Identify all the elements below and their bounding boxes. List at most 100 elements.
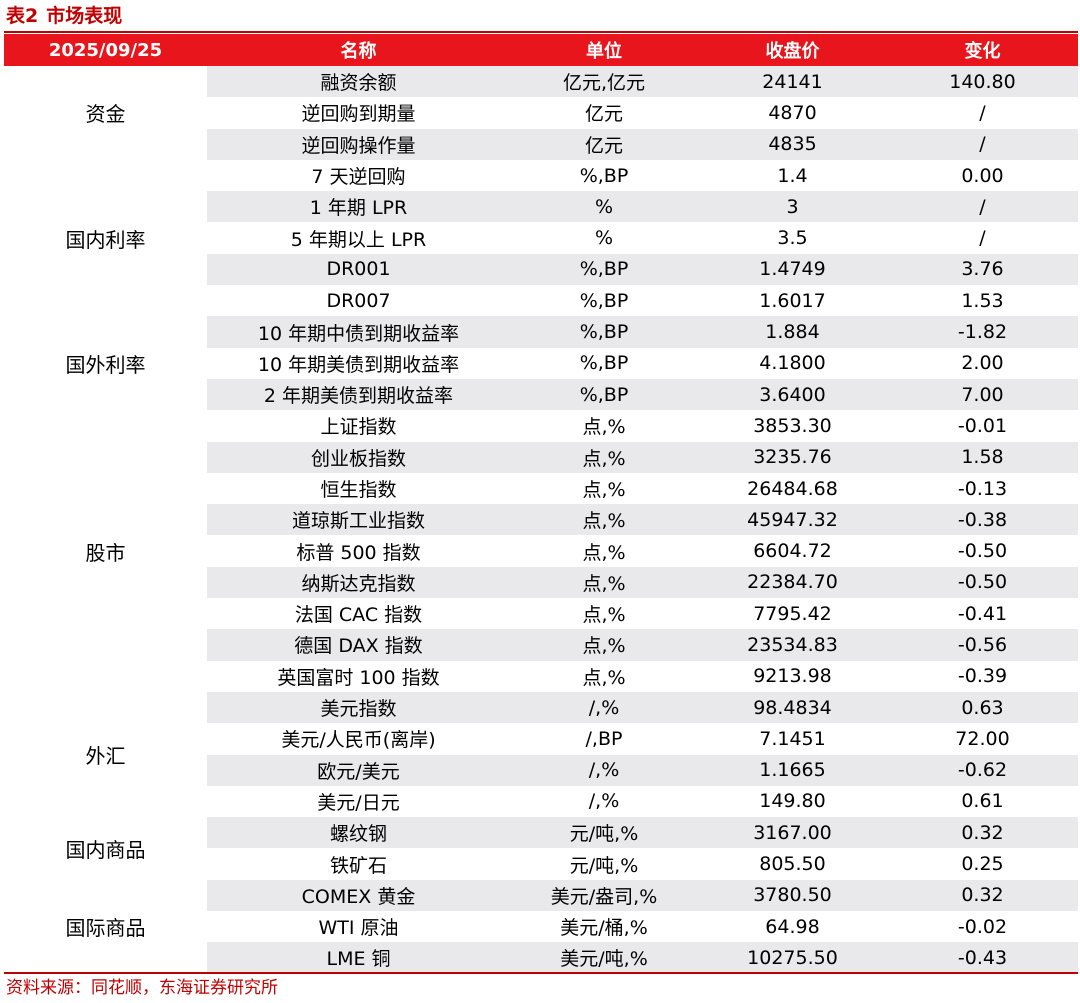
table-row: 欧元/美元/,% 1.1665 -0.62: [4, 754, 1078, 786]
table-row: DR001 %,BP 1.4749 3.76: [4, 253, 1078, 286]
unit-cell: /,BP: [510, 723, 698, 755]
unit-cell: 点,%: [510, 598, 698, 630]
table-body: 资金 融资余额 亿元,亿元 24141 140.80 逆回购到期量 亿元 4870/逆回购操作…: [4, 66, 1078, 974]
unit-cell: 亿元: [510, 128, 698, 160]
close-cell: 3.6400: [698, 378, 887, 411]
category-cell: 资金: [4, 66, 207, 160]
change-cell: -0.50: [887, 566, 1078, 599]
table-title-text: 市场表现: [46, 5, 123, 27]
close-cell: 1.4: [698, 159, 887, 192]
name-cell: LME 铜: [207, 942, 510, 974]
unit-cell: %,BP: [510, 316, 698, 348]
unit-cell: 点,%: [510, 410, 698, 442]
table-row: 股市 上证指数 点,% 3853.30 -0.01: [4, 410, 1078, 692]
close-cell: 4.1800: [698, 347, 887, 379]
category-cell: 国外利率: [4, 316, 207, 411]
close-cell: 98.4834: [698, 691, 887, 724]
name-cell: 道琼斯工业指数: [207, 504, 510, 536]
unit-cell: 元/吨,%: [510, 848, 698, 880]
table-row: 铁矿石 元/吨,% 805.50 0.25: [4, 848, 1078, 880]
change-cell: 72.00: [887, 723, 1078, 755]
name-cell: 10 年期中债到期收益率: [207, 316, 510, 348]
name-cell: 2 年期美债到期收益率: [207, 378, 510, 411]
table-row: WTI 原油 美元/桶,% 64.98 -0.02: [4, 911, 1078, 943]
name-cell: 10 年期美债到期收益率: [207, 347, 510, 379]
table-row: 美元/日元/,% 149.80 0.61: [4, 785, 1078, 818]
unit-cell: 点,%: [510, 660, 698, 692]
close-cell: 7.1451: [698, 723, 887, 755]
name-cell: DR001: [207, 253, 510, 286]
table-row: 资金 融资余额 亿元,亿元 24141 140.80: [4, 66, 1078, 160]
unit-cell: 点,%: [510, 504, 698, 536]
change-cell: 0.00: [887, 159, 1078, 192]
close-cell: 24141: [698, 66, 887, 98]
name-cell: 螺纹钢: [207, 817, 510, 849]
table-row: 美元/人民币(离岸)/,BP 7.1451 72.00: [4, 723, 1078, 755]
table-row: 5 年期以上 LPR% 3.5/: [4, 222, 1078, 254]
unit-cell: 亿元,亿元: [510, 66, 698, 98]
name-cell: 美元/人民币(离岸): [207, 723, 510, 755]
bottom-rule: [4, 972, 1078, 974]
change-cell: 140.80: [887, 66, 1078, 98]
table-row: 国内商品 螺纹钢 元/吨,% 3167.00 0.32: [4, 817, 1078, 880]
name-cell: 德国 DAX 指数: [207, 629, 510, 661]
close-cell: 4835: [698, 128, 887, 160]
unit-cell: 美元/盎司,%: [510, 879, 698, 912]
table-row: 国际商品 COMEX 黄金 美元/盎司,% 3780.50 0.32: [4, 879, 1078, 974]
header-change: 变化: [887, 34, 1078, 66]
name-cell: 创业板指数: [207, 441, 510, 473]
change-cell: -0.43: [887, 942, 1078, 974]
change-cell: -0.41: [887, 598, 1078, 630]
unit-cell: 美元/桶,%: [510, 911, 698, 943]
change-cell: -0.38: [887, 504, 1078, 536]
category-cell: 股市: [4, 410, 207, 692]
header-close: 收盘价: [698, 34, 887, 66]
close-cell: 23534.83: [698, 629, 887, 661]
name-cell: 欧元/美元: [207, 754, 510, 786]
table-row: 逆回购到期量 亿元 4870/: [4, 97, 1078, 129]
name-cell: COMEX 黄金: [207, 879, 510, 912]
unit-cell: %,BP: [510, 378, 698, 411]
change-cell: -0.02: [887, 911, 1078, 943]
close-cell: 10275.50: [698, 942, 887, 974]
unit-cell: /,%: [510, 754, 698, 786]
name-cell: 纳斯达克指数: [207, 566, 510, 599]
table-row: 外汇 美元指数/,% 98.4834 0.63: [4, 691, 1078, 818]
unit-cell: /,%: [510, 785, 698, 818]
name-cell: 上证指数: [207, 410, 510, 442]
table-row: DR007 %,BP 1.6017 1.53: [4, 285, 1078, 317]
change-cell: 0.25: [887, 848, 1078, 880]
table-row: 英国富时 100 指数 点,% 9213.98 -0.39: [4, 660, 1078, 692]
change-cell: -0.50: [887, 535, 1078, 567]
table-row: 逆回购操作量 亿元 4835/: [4, 128, 1078, 160]
unit-cell: 点,%: [510, 566, 698, 599]
header-name: 名称: [207, 34, 510, 66]
change-cell: 0.61: [887, 785, 1078, 818]
change-cell: -0.13: [887, 472, 1078, 505]
name-cell: 逆回购到期量: [207, 97, 510, 129]
table-title: 表2 市场表现: [6, 2, 122, 30]
close-cell: 3167.00: [698, 817, 887, 849]
header-unit: 单位: [510, 34, 698, 66]
close-cell: 3235.76: [698, 441, 887, 473]
table-row: 纳斯达克指数 点,% 22384.70 -0.50: [4, 566, 1078, 599]
name-cell: 法国 CAC 指数: [207, 598, 510, 630]
table-row: 德国 DAX 指数 点,% 23534.83 -0.56: [4, 629, 1078, 661]
unit-cell: 点,%: [510, 441, 698, 473]
name-cell: DR007: [207, 285, 510, 317]
unit-cell: %: [510, 222, 698, 254]
name-cell: 铁矿石: [207, 848, 510, 880]
unit-cell: %: [510, 191, 698, 223]
unit-cell: 美元/吨,%: [510, 942, 698, 974]
unit-cell: 点,%: [510, 472, 698, 505]
unit-cell: %,BP: [510, 285, 698, 317]
change-cell: /: [887, 191, 1078, 223]
table-row: 法国 CAC 指数 点,% 7795.42 -0.41: [4, 598, 1078, 630]
name-cell: 美元指数: [207, 691, 510, 724]
name-cell: 1 年期 LPR: [207, 191, 510, 223]
close-cell: 1.4749: [698, 253, 887, 286]
top-rule: [4, 31, 1078, 33]
name-cell: 融资余额: [207, 66, 510, 98]
unit-cell: /,%: [510, 691, 698, 724]
close-cell: 6604.72: [698, 535, 887, 567]
